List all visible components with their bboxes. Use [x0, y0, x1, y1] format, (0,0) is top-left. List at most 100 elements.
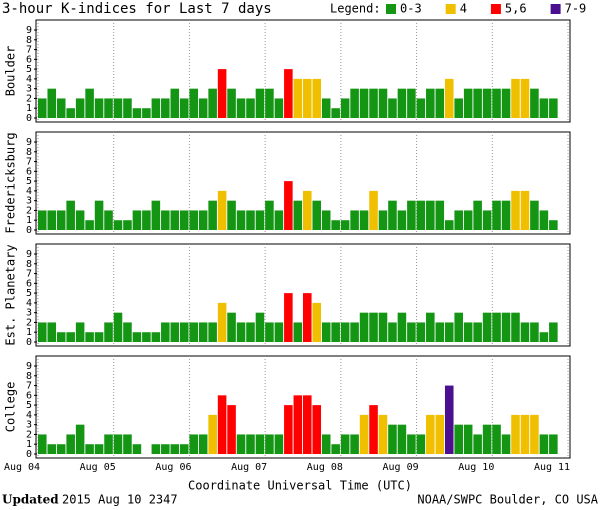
bar [236, 98, 246, 118]
bar [454, 210, 463, 230]
y-tick-label: 3 [26, 308, 32, 319]
bar [113, 98, 123, 118]
bar [482, 424, 492, 454]
bar [397, 88, 407, 118]
legend-label: 4 [460, 2, 467, 16]
bar [113, 434, 123, 454]
legend-title: Legend: [330, 2, 381, 16]
bar [47, 210, 57, 230]
bar [208, 200, 217, 230]
y-tick-label: 6 [26, 166, 32, 177]
y-tick-label: 0 [26, 337, 32, 348]
bar [189, 88, 198, 118]
y-tick-label: 0 [26, 225, 32, 236]
bar [132, 332, 142, 342]
bar [85, 220, 94, 230]
bar [303, 190, 312, 230]
bar [104, 434, 113, 454]
legend-label: 5,6 [505, 2, 527, 16]
bar [473, 434, 482, 454]
bar [378, 88, 388, 118]
bar [331, 108, 340, 118]
bar [473, 88, 482, 118]
bar [293, 395, 303, 454]
bar [132, 108, 142, 118]
bar [123, 322, 132, 342]
bar [312, 405, 322, 454]
y-tick-label: 1 [26, 103, 32, 114]
bar [66, 332, 75, 342]
y-tick-label: 0 [26, 113, 32, 124]
bar [321, 434, 331, 454]
bar [511, 414, 520, 454]
x-tick-label: Aug 06 [155, 462, 191, 473]
bar [397, 312, 407, 342]
bar [227, 200, 236, 230]
bar [284, 405, 293, 454]
y-tick-label: 2 [26, 93, 32, 104]
bar [511, 190, 520, 230]
y-tick-label: 7 [26, 269, 32, 280]
bar [66, 200, 75, 230]
bar [94, 200, 104, 230]
bar [94, 444, 104, 454]
bar [274, 434, 284, 454]
bar [236, 322, 246, 342]
bar [94, 332, 104, 342]
bar [179, 444, 189, 454]
bar [151, 200, 161, 230]
bar [350, 322, 359, 342]
bar [208, 322, 217, 342]
bar [369, 190, 378, 230]
bar [236, 210, 246, 230]
y-tick-label: 4 [26, 298, 32, 309]
panel-label: Est. Planetary [4, 244, 18, 345]
bar [179, 322, 189, 342]
bar [388, 98, 397, 118]
bar [454, 312, 463, 342]
bar [38, 98, 47, 118]
bar [38, 322, 47, 342]
bar [161, 210, 170, 230]
bar [142, 210, 151, 230]
bar [444, 322, 454, 342]
bar [501, 88, 511, 118]
bar [520, 322, 530, 342]
bar [246, 434, 255, 454]
bar [520, 78, 530, 118]
bar [549, 220, 558, 230]
y-tick-label: 3 [26, 196, 32, 207]
y-tick-label: 8 [26, 35, 32, 46]
bar [170, 88, 180, 118]
bar [303, 395, 312, 454]
bar [151, 444, 161, 454]
bar [331, 220, 340, 230]
bar [217, 69, 227, 118]
bar [549, 434, 558, 454]
y-tick-label: 8 [26, 259, 32, 270]
bar [123, 98, 132, 118]
bar [38, 210, 47, 230]
bar [426, 88, 435, 118]
bar [501, 434, 511, 454]
bar [265, 434, 274, 454]
bar [56, 332, 66, 342]
y-tick-label: 1 [26, 215, 32, 226]
y-tick-label: 8 [26, 147, 32, 158]
bar [416, 98, 426, 118]
bar [75, 424, 85, 454]
bar [123, 434, 132, 454]
bar [75, 322, 85, 342]
bar [227, 312, 236, 342]
bar [549, 322, 558, 342]
y-tick-label: 2 [26, 317, 32, 328]
bar [274, 98, 284, 118]
bar [454, 98, 463, 118]
bar [161, 444, 170, 454]
bar [94, 98, 104, 118]
bar [388, 424, 397, 454]
bar [274, 322, 284, 342]
bar [369, 88, 378, 118]
bar [104, 98, 113, 118]
bar [350, 210, 359, 230]
